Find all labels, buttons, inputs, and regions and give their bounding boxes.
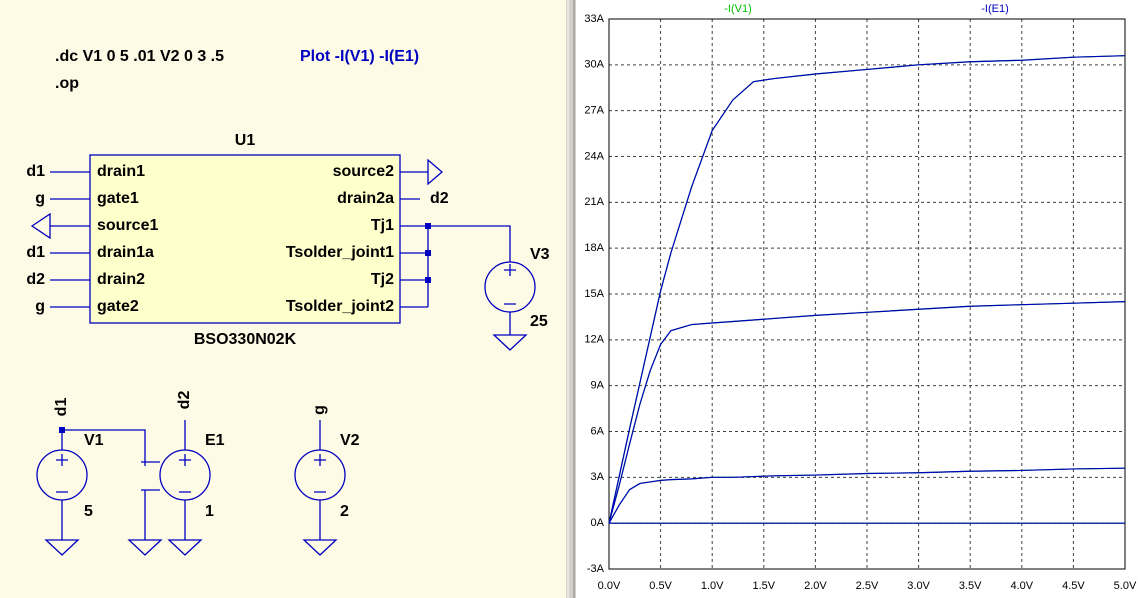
- y-tick-label: 9A: [591, 380, 605, 392]
- pin-name: Tj1: [371, 217, 394, 234]
- pin-name: gate1: [97, 190, 139, 207]
- net-label: g: [311, 405, 328, 415]
- y-tick-label: 21A: [584, 196, 604, 208]
- pin-name: gate2: [97, 298, 139, 315]
- directive: .op: [55, 75, 79, 92]
- pin-name: Tsolder_joint1: [286, 244, 394, 261]
- trace: [608, 467, 1126, 524]
- pin-name: Tsolder_joint2: [286, 298, 394, 315]
- trace: [608, 55, 1126, 524]
- net-label: d1: [26, 244, 45, 261]
- plot-command: Plot -I(V1) -I(E1): [300, 48, 419, 65]
- y-tick-label: 18A: [584, 242, 604, 254]
- y-tick-label: 24A: [584, 150, 604, 162]
- source-ref: V2: [340, 432, 360, 449]
- legend-entry: -I(V1): [724, 3, 752, 15]
- net-label: d2: [176, 391, 193, 410]
- net-label: d1: [26, 163, 45, 180]
- source-value: 25: [530, 313, 548, 330]
- y-tick-label: 15A: [584, 288, 604, 300]
- source-ref: V1: [84, 432, 104, 449]
- net-label: d2: [26, 271, 45, 288]
- pin-name: drain2: [97, 271, 145, 288]
- x-tick-label: 0.5V: [649, 580, 672, 592]
- x-tick-label: 4.0V: [1010, 580, 1033, 592]
- y-tick-label: 0A: [591, 517, 605, 529]
- net-label: g: [35, 190, 45, 207]
- source-ref: V3: [530, 246, 550, 263]
- source-value: 2: [340, 503, 349, 520]
- pin-name: drain2a: [337, 190, 394, 207]
- x-tick-label: 5.0V: [1114, 580, 1137, 592]
- source-ref: E1: [205, 432, 225, 449]
- net-label: d1: [53, 398, 70, 417]
- y-tick-label: 6A: [591, 425, 605, 437]
- net-label: g: [35, 298, 45, 315]
- pin-name: drain1a: [97, 244, 154, 261]
- y-tick-label: 12A: [584, 334, 604, 346]
- ref: U1: [235, 132, 256, 149]
- legend-entry: -I(E1): [981, 3, 1009, 15]
- splitter[interactable]: [566, 0, 576, 598]
- x-tick-label: 3.5V: [959, 580, 982, 592]
- source-value: 1: [205, 503, 214, 520]
- pin-name: source2: [333, 163, 394, 180]
- source-symbols: [36, 261, 536, 556]
- plot: -3A 0A 3A 6A 9A 12A 15A 18A 21A 24A 27A 30A 33A 0.0V 0…: [584, 3, 1137, 592]
- x-tick-label: 2.5V: [856, 580, 879, 592]
- x-tick-label: 3.0V: [907, 580, 930, 592]
- directive: .dc V1 0 5 .01 V2 0 3 .5: [55, 48, 224, 65]
- schematic: .dc V1 0 5 .01 V2 0 3 .5 .op Plot -I(V1)…: [26, 48, 550, 556]
- trace: [608, 301, 1126, 524]
- x-tick-label: 1.5V: [752, 580, 775, 592]
- pin-name: drain1: [97, 163, 145, 180]
- x-tick-label: 2.0V: [804, 580, 827, 592]
- source-value: 5: [84, 503, 93, 520]
- wires: [50, 171, 90, 308]
- y-tick-label: 3A: [591, 471, 605, 483]
- wires: [400, 158, 511, 308]
- u1-body: [89, 154, 401, 324]
- ground: [30, 212, 51, 240]
- x-tick-label: 1.0V: [701, 580, 724, 592]
- y-tick-label: 33A: [584, 13, 604, 25]
- net-label: d2: [430, 190, 449, 207]
- y-tick-label: 27A: [584, 105, 604, 117]
- pin-name: source1: [97, 217, 158, 234]
- x-tick-label: 0.0V: [598, 580, 621, 592]
- plot-bg: [576, 0, 1141, 598]
- plot-frame: [608, 18, 1126, 570]
- y-tick-label: -3A: [587, 563, 605, 575]
- y-tick-label: 30A: [584, 59, 604, 71]
- part: BSO330N02K: [194, 331, 297, 348]
- pin-name: Tj2: [371, 271, 394, 288]
- x-tick-label: 4.5V: [1062, 580, 1085, 592]
